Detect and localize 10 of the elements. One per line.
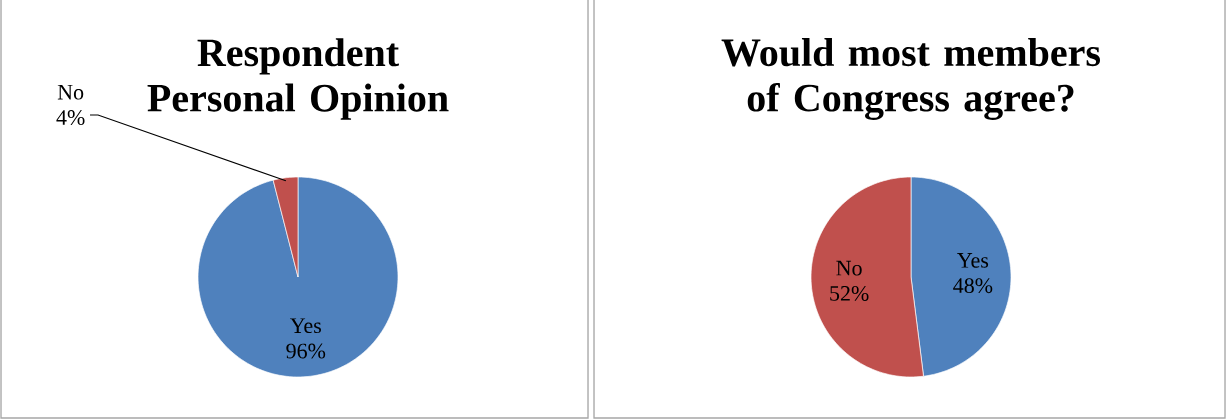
data-label: 4% xyxy=(56,110,85,126)
slice-label: No xyxy=(836,260,862,276)
data-label: 52% xyxy=(830,285,869,301)
data-label: 96% xyxy=(286,343,326,359)
slice-label: Yes xyxy=(957,253,989,268)
chart-title: Respondent Personal Opinion xyxy=(147,38,449,120)
data-label: 48% xyxy=(953,278,993,294)
slice-label: No xyxy=(57,84,84,100)
chart-title: Would most members of Congress agree? xyxy=(721,38,1101,120)
slice-label: Yes xyxy=(290,318,321,334)
